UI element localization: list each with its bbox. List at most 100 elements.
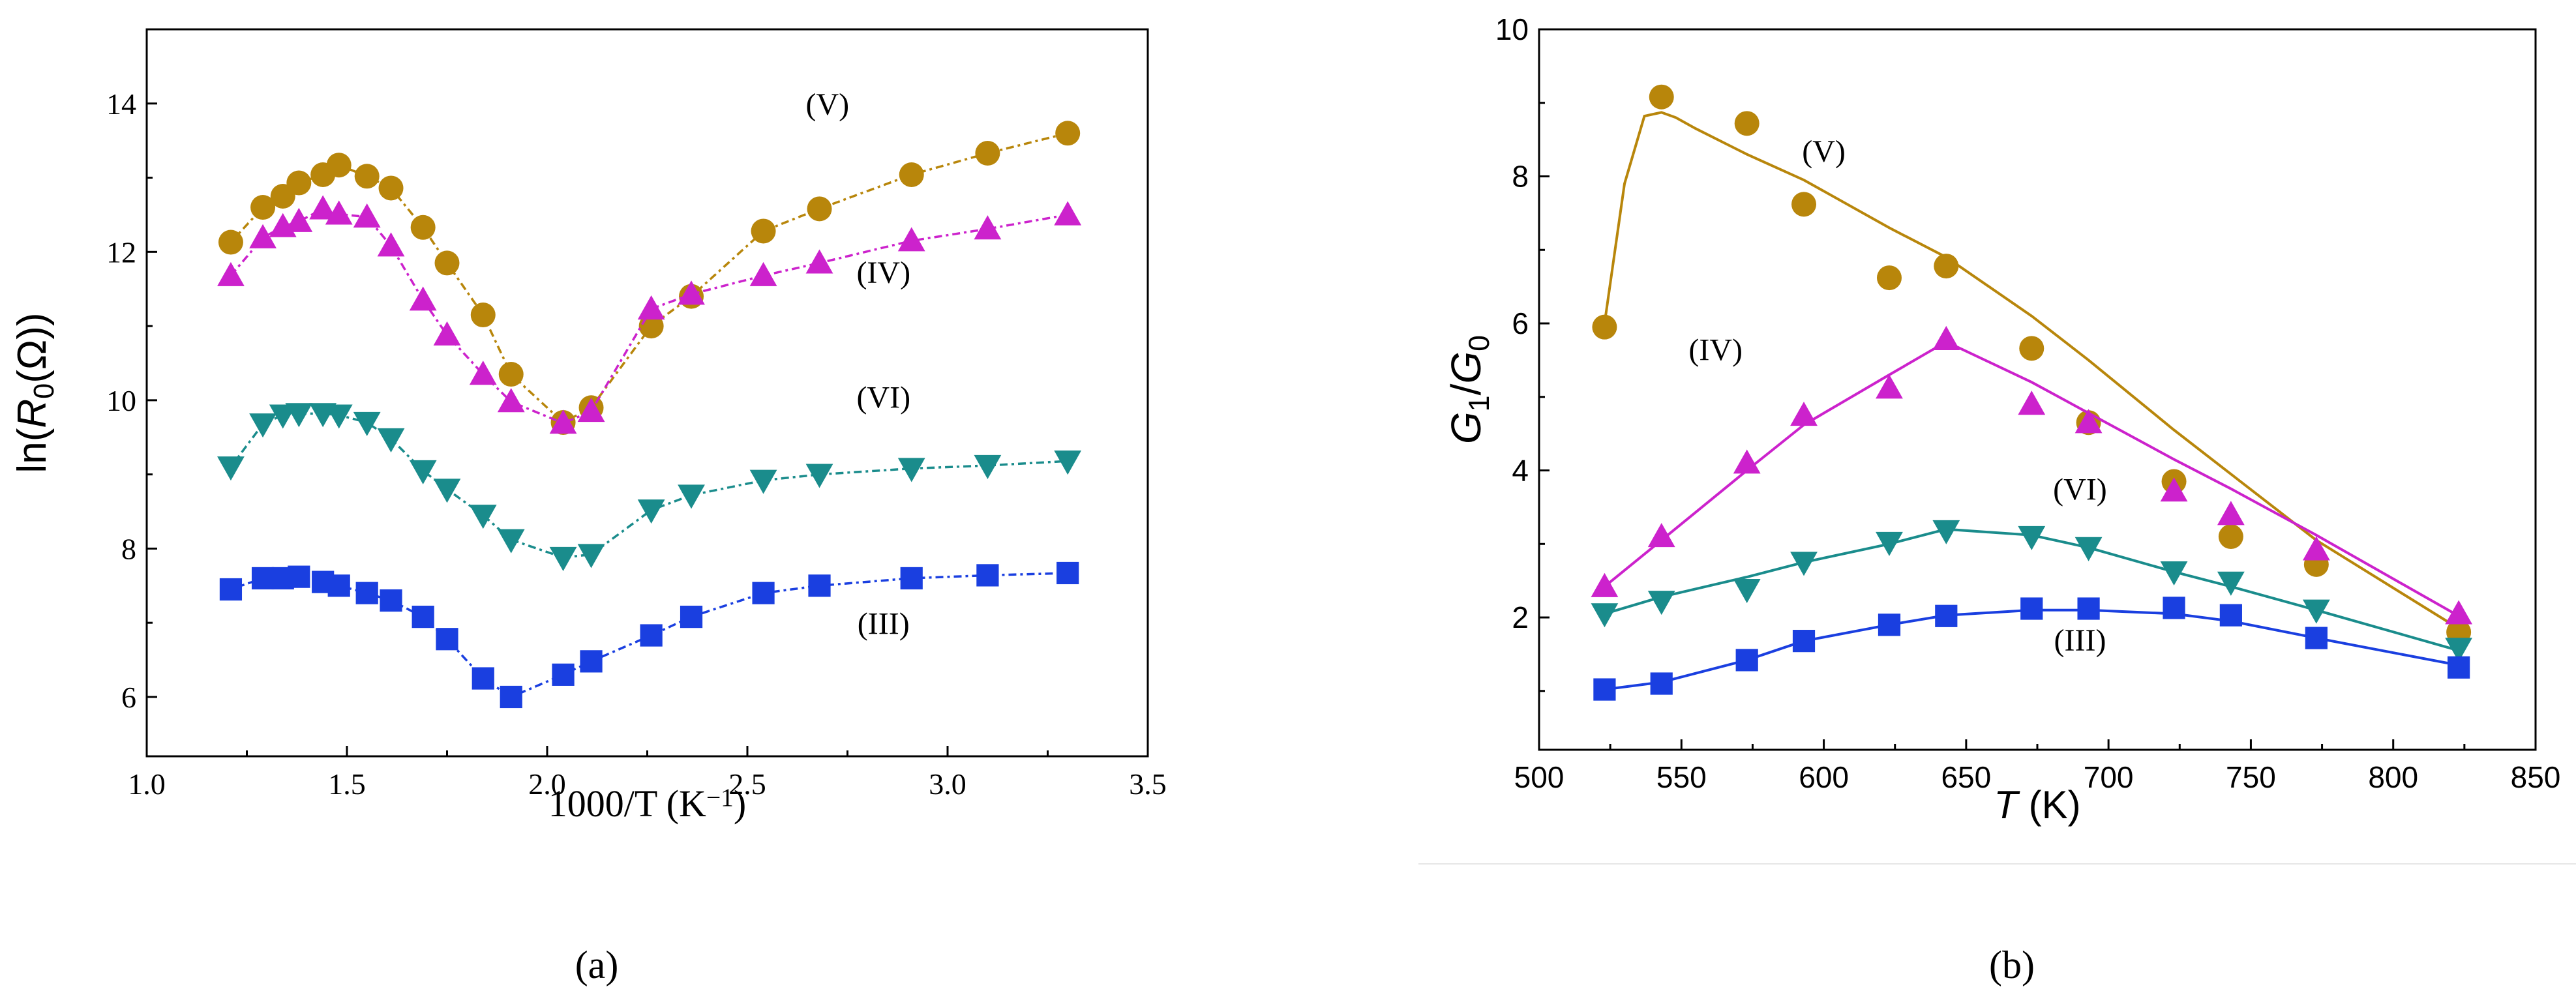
data-point xyxy=(217,456,245,481)
data-point xyxy=(1733,579,1761,604)
data-point xyxy=(1055,121,1081,146)
x-tick-label: 1.0 xyxy=(128,767,166,801)
data-point xyxy=(2448,656,2470,679)
data-point xyxy=(749,469,777,494)
data-point xyxy=(751,218,776,244)
data-point xyxy=(2020,597,2043,620)
data-point xyxy=(250,195,276,220)
data-point xyxy=(1734,111,1760,136)
data-point xyxy=(975,141,1000,166)
data-point xyxy=(309,195,337,220)
y-tick-label: 4 xyxy=(1512,454,1529,488)
series-line xyxy=(230,412,1068,559)
data-point xyxy=(2074,537,2103,561)
data-point xyxy=(219,578,243,601)
data-point xyxy=(974,215,1002,240)
data-point xyxy=(436,628,458,651)
data-point xyxy=(285,207,313,232)
data-point xyxy=(378,175,404,201)
data-point xyxy=(1876,374,1903,399)
data-point xyxy=(249,413,277,438)
y-tick-label: 10 xyxy=(1495,12,1529,46)
data-point xyxy=(1591,572,1619,597)
data-point xyxy=(353,203,381,228)
data-point xyxy=(288,565,310,588)
series-iii xyxy=(1593,597,2470,701)
data-point xyxy=(1054,451,1082,475)
data-point xyxy=(1735,649,1758,672)
data-point xyxy=(899,162,924,187)
x-axis-label: T (K) xyxy=(1994,783,2080,827)
data-point xyxy=(1054,201,1082,226)
data-point xyxy=(286,170,312,196)
data-point xyxy=(1878,614,1901,636)
data-point xyxy=(1733,449,1761,474)
x-tick-label: 850 xyxy=(2511,760,2561,794)
y-tick-label: 12 xyxy=(106,235,136,269)
y-tick-label: 2 xyxy=(1512,600,1529,634)
data-point xyxy=(1647,523,1675,548)
data-point xyxy=(1935,604,1958,627)
data-point xyxy=(2445,638,2473,662)
data-point xyxy=(549,546,577,571)
data-point xyxy=(2219,604,2242,627)
fit-line xyxy=(1604,340,2460,617)
data-point xyxy=(410,214,436,240)
data-point xyxy=(470,303,496,328)
data-point xyxy=(1932,325,1960,350)
data-point xyxy=(678,280,705,305)
data-point xyxy=(326,153,352,178)
data-point xyxy=(251,567,275,590)
data-point xyxy=(637,499,665,524)
data-point xyxy=(380,589,402,612)
series-iv xyxy=(1591,325,2473,625)
x-tick-label: 600 xyxy=(1799,760,1849,794)
y-tick-label: 8 xyxy=(121,532,136,565)
data-point xyxy=(249,224,277,248)
data-point xyxy=(2302,599,2330,624)
data-point xyxy=(497,388,525,413)
panel-a: 1.0 1.5 2.0 2.5 3.0 3.5 6 8 10 12 14 (V) (IV) (VI) (II… xyxy=(10,28,1167,825)
data-point xyxy=(2074,409,2103,434)
data-point xyxy=(1876,531,1903,556)
data-point xyxy=(1591,603,1619,628)
data-point xyxy=(409,286,437,311)
data-point xyxy=(1876,265,1902,291)
series-annotation: (IV) xyxy=(856,256,910,290)
series-v xyxy=(218,121,1081,436)
y-tick-label: 6 xyxy=(121,681,136,714)
series-vi xyxy=(217,403,1082,571)
data-point xyxy=(678,484,705,509)
data-point xyxy=(354,164,380,189)
data-point xyxy=(1650,672,1673,695)
data-point xyxy=(808,574,831,597)
x-tick-label: 2.5 xyxy=(728,767,766,801)
data-point xyxy=(497,529,525,554)
data-point xyxy=(2160,561,2188,586)
data-point xyxy=(2217,501,2245,525)
data-point xyxy=(1790,552,1818,576)
series-iv xyxy=(217,195,1082,434)
data-point xyxy=(805,464,833,488)
data-point xyxy=(1592,314,1617,340)
data-point xyxy=(2163,597,2185,619)
x-tick-label: 750 xyxy=(2226,760,2276,794)
x-tick-label: 3.0 xyxy=(929,767,966,801)
data-point xyxy=(2077,597,2100,620)
data-point xyxy=(552,663,575,686)
data-point xyxy=(500,685,522,709)
series-annotation: (IV) xyxy=(1688,333,1743,367)
series-annotation: (VI) xyxy=(2053,473,2107,507)
plot-frame xyxy=(145,28,1149,758)
data-point xyxy=(472,667,494,690)
data-point xyxy=(1593,678,1616,701)
data-point xyxy=(974,454,1002,479)
y-tick-label: 6 xyxy=(1512,306,1529,340)
plot-frame xyxy=(1538,28,2537,751)
data-point xyxy=(640,624,663,647)
data-point xyxy=(433,479,461,503)
fit-line xyxy=(1603,111,2460,630)
data-point xyxy=(377,428,405,452)
data-point xyxy=(580,650,603,673)
y-tick-label: 8 xyxy=(1512,160,1529,194)
